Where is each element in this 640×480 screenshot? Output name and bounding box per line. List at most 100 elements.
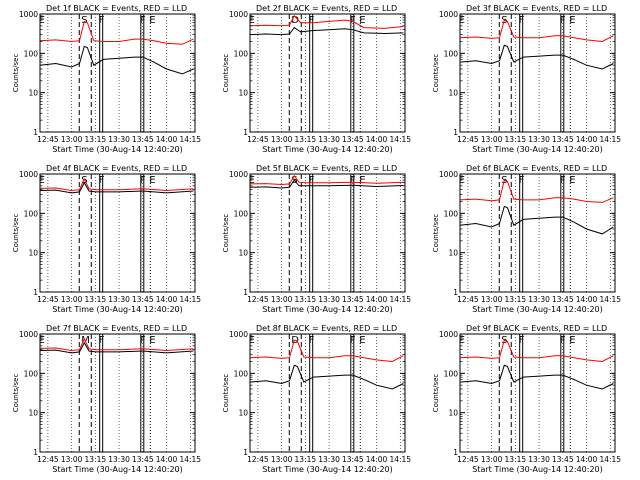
x-tick-label: 12:45 (247, 135, 269, 144)
panel-title: Det 4f BLACK = Events, RED = LLD (46, 164, 187, 173)
series-events (459, 205, 614, 235)
series-events (39, 341, 194, 354)
y-tick-label: 1000 (19, 330, 38, 339)
x-tick-label: 13:45 (552, 455, 574, 464)
x-tick-label: 14:15 (599, 295, 621, 304)
x-tick-label: 14:00 (576, 295, 598, 304)
marker-label: F (519, 15, 525, 26)
y-tick-label: 100 (24, 49, 39, 58)
plot-frame (459, 173, 616, 293)
y-tick-label: 100 (444, 369, 459, 378)
x-tick-label: 13:45 (342, 295, 364, 304)
x-axis-label: Start Time (30-Aug-14 12:40:20) (52, 305, 183, 314)
y-tick-label: 1000 (439, 10, 458, 19)
series-lld (459, 19, 614, 43)
marker-label: F (309, 335, 315, 346)
series-events (39, 45, 194, 75)
y-tick-label: 1 (243, 128, 248, 137)
y-tick-label: 1000 (439, 330, 458, 339)
x-tick-label: 14:15 (599, 455, 621, 464)
marker-label: S (81, 15, 87, 26)
x-tick-label: 13:45 (132, 295, 154, 304)
y-axis-label: Counts/sec (432, 214, 440, 253)
marker-label: E (459, 15, 465, 26)
marker-label: F (140, 175, 146, 186)
marker-label: E (569, 15, 575, 26)
marker-label: F (350, 15, 356, 26)
series-lld (459, 339, 614, 363)
marker-label: F (309, 15, 315, 26)
marker-label: E (249, 15, 255, 26)
x-tick-label: 12:45 (247, 295, 269, 304)
series-events (249, 26, 404, 36)
marker-label: F (140, 15, 146, 26)
marker-label: E (149, 335, 155, 346)
y-tick-label: 1000 (19, 170, 38, 179)
marker-label: F (519, 335, 525, 346)
series-events (459, 44, 614, 70)
marker-label: E (149, 15, 155, 26)
x-tick-label: 14:00 (576, 135, 598, 144)
x-tick-label: 13:45 (552, 295, 574, 304)
series-lld (249, 339, 404, 363)
x-tick-label: 12:45 (37, 295, 59, 304)
panel-title: Det 2f BLACK = Events, RED = LLD (256, 4, 397, 13)
series-lld (39, 20, 194, 45)
marker-label: E (249, 335, 255, 346)
series-lld (39, 177, 194, 192)
x-tick-label: 13:30 (108, 455, 130, 464)
x-tick-label: 12:45 (37, 455, 59, 464)
x-tick-label: 14:00 (576, 455, 598, 464)
marker-label: E (569, 175, 575, 186)
marker-label: F (560, 175, 566, 186)
x-tick-label: 13:15 (85, 295, 107, 304)
y-axis-label: Counts/sec (12, 54, 20, 93)
x-tick-label: 13:15 (505, 455, 527, 464)
x-tick-label: 13:45 (552, 135, 574, 144)
x-tick-label: 14:00 (156, 135, 178, 144)
x-tick-label: 13:30 (528, 295, 550, 304)
y-tick-label: 100 (444, 209, 459, 218)
marker-label: F (350, 335, 356, 346)
series-lld (39, 337, 194, 352)
x-tick-label: 13:15 (295, 455, 317, 464)
y-tick-label: 1000 (439, 170, 458, 179)
marker-label: S (81, 175, 87, 186)
y-tick-label: 1 (33, 448, 38, 457)
x-tick-label: 12:45 (457, 135, 479, 144)
x-tick-label: 13:15 (295, 295, 317, 304)
plot-frame (39, 13, 196, 133)
x-tick-label: 13:30 (528, 455, 550, 464)
y-tick-label: 100 (444, 49, 459, 58)
x-tick-label: 13:45 (132, 135, 154, 144)
x-tick-label: 13:30 (318, 135, 340, 144)
x-tick-label: 12:45 (457, 295, 479, 304)
x-tick-label: 13:15 (505, 295, 527, 304)
marker-label: E (459, 175, 465, 186)
x-tick-label: 13:15 (85, 455, 107, 464)
x-tick-label: 13:00 (481, 295, 503, 304)
x-tick-label: 13:45 (342, 455, 364, 464)
marker-label: E (249, 175, 255, 186)
x-axis-label: Start Time (30-Aug-14 12:40:20) (262, 305, 393, 314)
x-axis-label: Start Time (30-Aug-14 12:40:20) (472, 305, 603, 314)
marker-label: E (149, 175, 155, 186)
x-tick-label: 12:45 (37, 135, 59, 144)
y-tick-label: 100 (234, 209, 249, 218)
x-tick-label: 13:00 (61, 135, 83, 144)
series-events (39, 181, 194, 194)
x-tick-label: 12:45 (457, 455, 479, 464)
y-tick-label: 1 (33, 288, 38, 297)
x-tick-label: 13:00 (271, 455, 293, 464)
y-tick-label: 10 (238, 409, 248, 418)
plot-frame (459, 13, 616, 133)
panel-title: Det 3f BLACK = Events, RED = LLD (466, 4, 607, 13)
x-axis-label: Start Time (30-Aug-14 12:40:20) (262, 465, 393, 474)
